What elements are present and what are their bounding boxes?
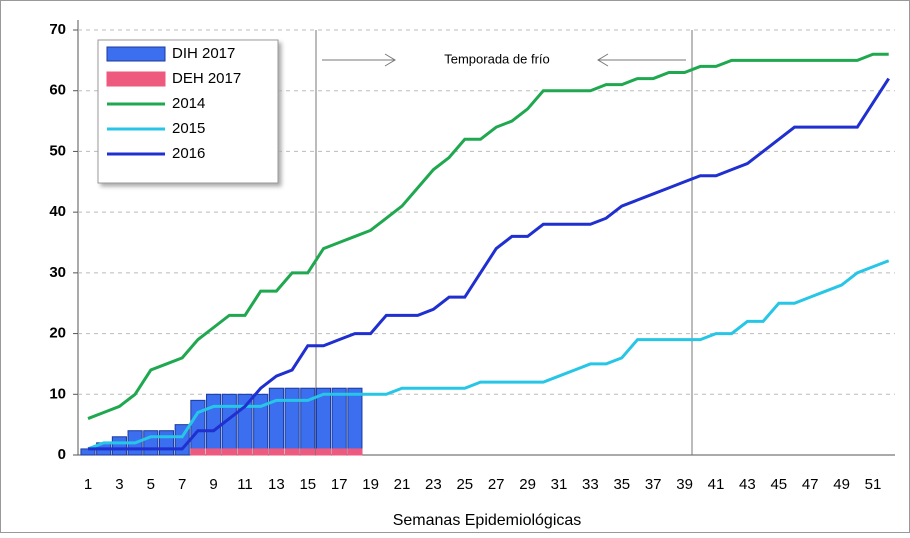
x-tick-label: 31 — [551, 476, 568, 493]
bar — [315, 448, 332, 456]
line — [87, 259, 890, 451]
x-tick-label: 3 — [115, 476, 123, 493]
annotation: Temporada de frío — [444, 51, 550, 66]
bar — [190, 448, 206, 456]
x-tick-label: 51 — [865, 476, 882, 493]
x-tick-label: 21 — [394, 476, 411, 493]
bar — [284, 448, 300, 456]
x-tick-label: 33 — [582, 476, 599, 493]
x-tick-label: 23 — [425, 476, 442, 493]
x-axis-label: Semanas Epidemiológicas — [393, 512, 582, 529]
legend-label: 2014 — [172, 95, 205, 112]
line — [87, 52, 889, 420]
bar — [284, 387, 300, 456]
legend-swatch — [106, 71, 166, 87]
arrow-head — [384, 53, 396, 67]
bar — [158, 430, 175, 456]
line — [88, 77, 890, 451]
x-tick-label: 11 — [237, 476, 253, 493]
x-tick-label: 47 — [802, 476, 819, 493]
y-tick-label: 10 — [49, 385, 66, 402]
bar — [268, 448, 284, 456]
legend-label: 2016 — [172, 145, 205, 162]
x-tick-label: 27 — [488, 476, 505, 493]
x-tick-label: 43 — [739, 476, 756, 493]
y-tick-label: 70 — [49, 21, 66, 38]
x-tick-label: 15 — [299, 476, 316, 493]
y-tick-label: 40 — [49, 203, 66, 220]
legend-label: 2015 — [172, 120, 205, 137]
y-tick-label: 30 — [49, 264, 66, 281]
arrow-head — [597, 53, 609, 67]
x-tick-label: 9 — [209, 476, 217, 493]
x-tick-label: 25 — [456, 476, 473, 493]
x-tick-label: 19 — [362, 476, 379, 493]
x-tick-label: 45 — [770, 476, 787, 493]
x-tick-label: 37 — [645, 476, 662, 493]
legend-swatch — [106, 46, 166, 62]
legend: DIH 2017 DEH 2017 2014 2015 2016 — [97, 39, 279, 184]
x-tick-label: 5 — [147, 476, 155, 493]
bar — [268, 387, 284, 456]
legend-box — [97, 39, 279, 184]
y-tick-label: 0 — [58, 446, 66, 463]
bar — [221, 448, 237, 456]
x-tick-label: 49 — [833, 476, 850, 493]
x-tick-label: 17 — [331, 476, 348, 493]
bar — [111, 436, 127, 456]
bar — [143, 430, 159, 456]
x-tick-label: 1 — [84, 476, 92, 493]
bar — [347, 448, 363, 456]
bar — [237, 393, 253, 456]
bar — [253, 448, 269, 456]
bar — [331, 448, 347, 456]
x-tick-label: 7 — [178, 476, 186, 493]
x-tick-label: 29 — [519, 476, 536, 493]
legend-label: DEH 2017 — [172, 70, 241, 87]
bar — [206, 393, 222, 456]
legend-label: DIH 2017 — [172, 45, 235, 62]
bar — [315, 387, 332, 456]
x-tick-label: 35 — [613, 476, 630, 493]
bar — [300, 448, 316, 456]
bar — [190, 399, 206, 456]
bar — [331, 387, 347, 456]
bar — [206, 448, 222, 456]
x-tick-label: 39 — [676, 476, 693, 493]
y-tick-label: 50 — [49, 142, 66, 159]
y-tick-label: 20 — [49, 325, 66, 342]
bar — [237, 448, 253, 456]
bar — [221, 393, 237, 456]
y-tick-label: 60 — [49, 82, 66, 99]
bar — [347, 387, 363, 456]
x-tick-label: 13 — [268, 476, 285, 493]
x-tick-label: 41 — [708, 476, 725, 493]
